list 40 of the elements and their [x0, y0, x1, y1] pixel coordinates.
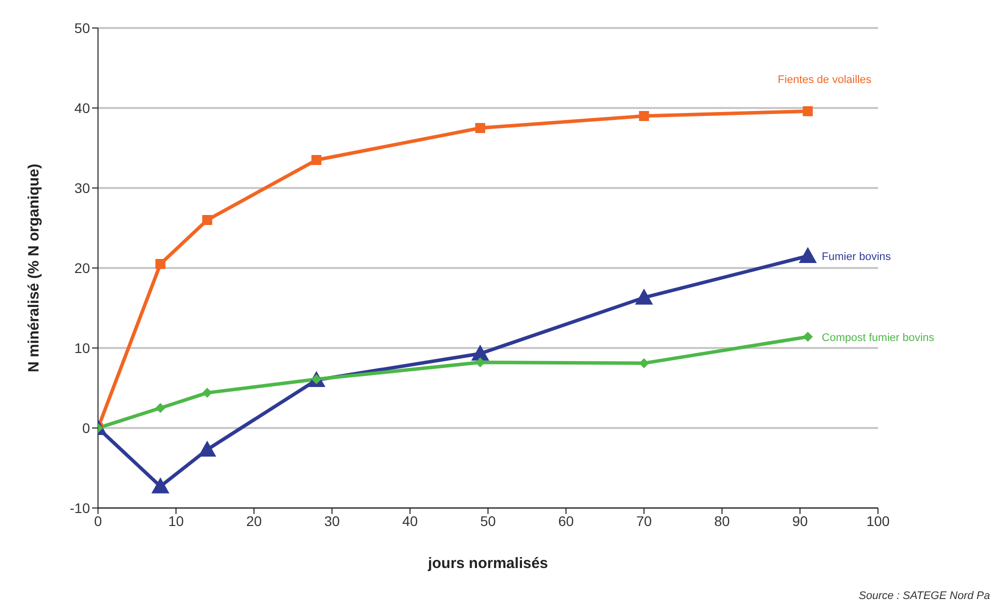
point [475, 357, 486, 368]
x-tick-label: 80 [714, 512, 730, 529]
series-label: Compost fumier bovins [822, 332, 935, 344]
point [802, 332, 813, 342]
x-tick-label: 0 [94, 512, 102, 529]
point [639, 111, 649, 121]
source-note: Source : SATEGE Nord Pa [858, 590, 990, 602]
x-tick-label: 10 [168, 512, 184, 529]
y-tick-label: 20 [74, 260, 90, 276]
point [639, 358, 649, 368]
point [198, 440, 216, 457]
point [155, 259, 166, 269]
x-tick-label: 70 [636, 512, 652, 529]
y-tick-label: 10 [74, 340, 90, 356]
x-axis-title: jours normalisés [426, 555, 548, 572]
y-tick-label: 0 [82, 420, 90, 436]
point [202, 215, 212, 225]
x-tick-label: 30 [324, 512, 340, 529]
point [635, 288, 653, 305]
point [311, 155, 322, 165]
y-tick-label: 30 [74, 180, 90, 196]
y-tick-label: 50 [74, 20, 90, 36]
x-tick-label: 100 [866, 512, 890, 529]
x-tick-label: 20 [246, 512, 262, 529]
point [798, 247, 817, 263]
x-tick-label: 90 [792, 512, 808, 529]
point [155, 403, 166, 413]
point [471, 344, 490, 361]
point [475, 123, 486, 133]
y-tick-label: -10 [70, 500, 90, 516]
series-label: Fumier bovins [822, 251, 892, 263]
point [202, 388, 212, 398]
y-axis-title: N minéralisé (% N organique) [25, 164, 42, 372]
x-tick-label: 60 [558, 512, 574, 529]
y-tick-label: 40 [74, 100, 90, 116]
point [151, 477, 170, 494]
point [802, 106, 813, 116]
x-tick-label: 50 [480, 512, 496, 529]
x-tick-label: 40 [402, 512, 418, 529]
text: Fientes de volailles [778, 74, 872, 86]
